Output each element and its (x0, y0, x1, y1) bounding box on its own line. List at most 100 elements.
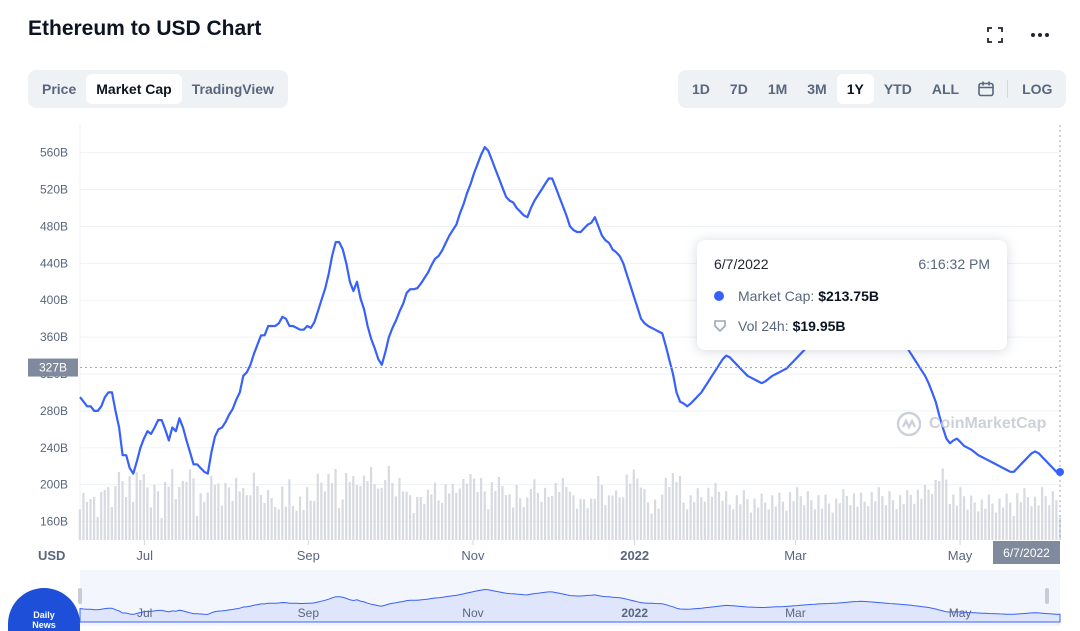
volume-bar (100, 492, 103, 540)
tab-price[interactable]: Price (42, 81, 77, 97)
volume-bar (572, 495, 575, 540)
volume-bar (153, 484, 156, 540)
volume-bar (245, 495, 248, 540)
volume-bar (1012, 516, 1015, 540)
volume-bar (476, 492, 479, 540)
volume-bar (323, 491, 326, 540)
navigator-label: May (949, 606, 972, 620)
volume-bar (735, 495, 738, 540)
volume-bar (167, 486, 170, 540)
volume-bar (828, 503, 831, 540)
volume-bar (266, 490, 270, 540)
y-tick-label: 520B (40, 183, 68, 197)
volume-bar (1041, 487, 1044, 540)
log-toggle[interactable]: LOG (1022, 81, 1053, 97)
volume-bar (121, 481, 124, 540)
volume-bar (377, 488, 380, 540)
hover-point (1056, 467, 1064, 476)
volume-bar (867, 506, 870, 540)
volume-bar (277, 509, 280, 540)
volume-bar (913, 503, 916, 540)
volume-bar (607, 495, 611, 540)
navigator-label: Nov (462, 606, 483, 620)
volume-bar (593, 498, 596, 540)
volume-bar (274, 507, 277, 540)
volume-bar (671, 473, 674, 540)
volume-bar (856, 506, 859, 540)
volume-bar (440, 502, 444, 540)
crosshair-y-value: 327B (39, 361, 67, 375)
volume-bar (959, 487, 962, 540)
range-ytd[interactable]: YTD (883, 81, 912, 97)
volume-bar (465, 483, 469, 540)
volume-bar (874, 501, 877, 540)
volume-bar (384, 480, 387, 540)
volume-bar (391, 483, 394, 540)
volume-bar (703, 501, 706, 540)
y-tick-label: 440B (40, 256, 68, 270)
fullscreen-icon[interactable] (984, 24, 1006, 46)
volume-bar (714, 482, 717, 540)
navigator-handle-right (1045, 588, 1049, 604)
volume-bar (756, 507, 760, 540)
range-1y[interactable]: 1Y (836, 74, 874, 104)
range-1m[interactable]: 1M (767, 81, 788, 97)
volume-bar (994, 512, 998, 540)
volume-shield-icon (714, 320, 726, 332)
volume-bar (540, 501, 543, 540)
volume-bar (295, 510, 298, 540)
y-tick-label: 400B (40, 293, 68, 307)
volume-bar (998, 498, 1001, 540)
volume-bar (547, 496, 550, 540)
volume-bar (583, 499, 586, 540)
volume-bar (803, 505, 806, 540)
x-tick-label: Sep (297, 548, 320, 563)
x-tick-label: May (948, 548, 973, 563)
navigator-label: Mar (785, 606, 806, 620)
volume-bar (338, 508, 341, 540)
volume-bar (643, 489, 646, 540)
watermark: CoinMarketCap (895, 410, 1046, 438)
volume-bar (728, 504, 731, 540)
volume-bar (142, 474, 145, 540)
tab-market-cap[interactable]: Market Cap (86, 74, 182, 104)
volume-bar (359, 486, 362, 540)
navigator-handle-left (78, 588, 82, 604)
volume-bar (327, 474, 330, 540)
volume-bar (394, 496, 398, 540)
volume-bar (132, 501, 135, 540)
range-1d[interactable]: 1D (692, 81, 710, 97)
volume-bar (717, 491, 721, 540)
volume-bar (178, 487, 181, 540)
range-7d[interactable]: 7D (729, 81, 748, 97)
volume-bar (195, 516, 199, 540)
volume-bar (966, 509, 969, 540)
volume-bar (650, 513, 653, 540)
more-icon[interactable] (1029, 24, 1051, 46)
volume-bar (107, 487, 110, 540)
range-all[interactable]: ALL (931, 81, 960, 97)
volume-bar (639, 487, 643, 540)
volume-bar (380, 487, 383, 540)
calendar-icon[interactable] (969, 74, 1003, 104)
volume-bar (945, 479, 948, 540)
volume-bar (721, 500, 724, 540)
volume-bar (781, 501, 785, 540)
volume-bar (859, 492, 863, 540)
volume-bar (188, 469, 192, 540)
x-tick-label: Jul (136, 548, 153, 563)
range-3m[interactable]: 3M (807, 81, 827, 97)
volume-bar (948, 504, 951, 540)
volume-bar (362, 475, 366, 540)
volume-bar (206, 492, 209, 540)
volume-bar (771, 495, 774, 540)
volume-bar (600, 485, 603, 540)
tab-tradingview[interactable]: TradingView (191, 81, 274, 97)
volume-bar (618, 497, 621, 540)
volume-bar (696, 488, 699, 540)
volume-bar (614, 490, 618, 540)
y-tick-label: 280B (40, 404, 68, 418)
volume-bar (1005, 493, 1008, 540)
volume-bar (817, 495, 820, 540)
